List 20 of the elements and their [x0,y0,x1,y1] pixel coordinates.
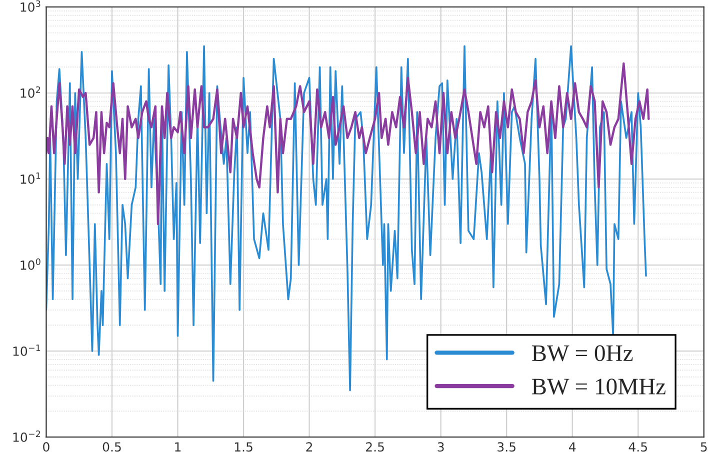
y-tick-label: 10$^{1}$ [20,172,40,184]
x-tick-label: 0.5 [102,442,121,452]
x-tick-label: 5 [700,442,707,452]
y-tick-label: 10$^{3}$ [20,0,40,12]
x-tick-label: 2 [306,442,312,452]
y-tick-label: 10$^{−1}$ [13,344,40,356]
line-series [46,62,650,226]
x-tick-label: 4.5 [628,442,647,452]
x-tick-label: 4 [568,442,576,452]
x-tick-label: 3.5 [498,442,516,452]
y-tick-label: 10$^{0}$ [20,258,40,270]
x-tick-label: 3 [438,442,444,452]
y-tick-label: 10$^{−2}$ [13,430,40,442]
x-tick-label: 2.5 [366,442,384,452]
legend-label: BW = 10MHz [532,378,666,395]
legend-label: BW = 0Hz [532,345,633,362]
y-tick-label: 10$^{2}$ [20,86,40,98]
x-tick-label: 1 [175,442,181,452]
x-tick-label: 0 [43,442,50,452]
x-tick-label: 1.5 [234,442,252,452]
